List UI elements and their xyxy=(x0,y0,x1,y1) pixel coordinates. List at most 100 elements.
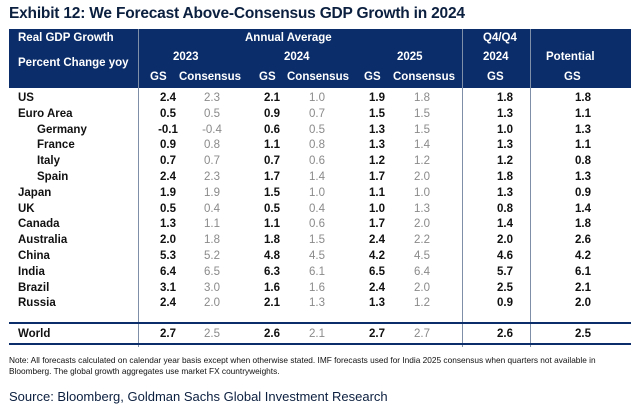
country-label: Spain xyxy=(37,170,69,183)
table-row: France 0.9 0.8 1.1 0.8 1.3 1.4 1.3 1.1 xyxy=(9,137,631,153)
cell-potential: 6.1 xyxy=(575,265,591,278)
table-row: India 6.4 6.5 6.3 6.1 6.5 6.4 5.7 6.1 xyxy=(9,264,631,280)
cell-gs-2025: 1.7 xyxy=(369,170,385,183)
cell-q4-2024: 1.8 xyxy=(497,170,513,183)
world-consensus-2025: 2.7 xyxy=(414,328,430,340)
cell-gs-2025: 1.7 xyxy=(369,218,385,231)
country-label: Canada xyxy=(18,218,60,231)
cell-gs-2025: 1.3 xyxy=(369,123,385,136)
cell-consensus-2025: 1.8 xyxy=(414,92,430,104)
world-gs-2023: 2.7 xyxy=(160,328,176,340)
cell-consensus-2024: 1.6 xyxy=(309,281,325,294)
cell-gs-2025: 1.3 xyxy=(369,297,385,310)
cell-consensus-2023: 0.4 xyxy=(204,202,220,215)
cell-consensus-2025: 2.2 xyxy=(414,234,430,247)
cell-consensus-2025: 1.0 xyxy=(414,186,430,199)
header-year-2023: 2023 xyxy=(173,51,199,63)
cell-consensus-2023: 6.5 xyxy=(204,265,220,278)
header-gs-2024: GS xyxy=(259,71,276,83)
cell-gs-2025: 2.4 xyxy=(369,234,385,247)
table-header: Real GDP Growth Percent Change yoy Annua… xyxy=(9,29,631,88)
country-label: Japan xyxy=(18,186,52,199)
cell-consensus-2024: 0.5 xyxy=(309,123,325,136)
country-label: Australia xyxy=(18,234,68,247)
cell-potential: 2.1 xyxy=(575,281,591,294)
world-separator-bottom xyxy=(9,343,631,345)
header-gs-potential: GS xyxy=(564,71,581,83)
cell-gs-2024: 6.3 xyxy=(264,265,280,278)
table-row: Italy 0.7 0.7 0.7 0.6 1.2 1.2 1.2 0.8 xyxy=(9,153,631,169)
header-potential: Potential xyxy=(546,51,595,63)
cell-potential: 2.0 xyxy=(575,297,591,310)
cell-gs-2023: 2.4 xyxy=(160,297,176,310)
cell-gs-2024: 0.7 xyxy=(264,155,280,168)
cell-consensus-2025: 1.5 xyxy=(414,107,430,120)
cell-consensus-2024: 0.4 xyxy=(309,202,325,215)
cell-q4-2024: 2.0 xyxy=(497,234,513,247)
cell-consensus-2024: 1.0 xyxy=(309,186,325,199)
cell-gs-2023: 2.0 xyxy=(160,234,176,247)
cell-gs-2023: 3.1 xyxy=(160,281,176,294)
cell-consensus-2024: 0.6 xyxy=(309,218,325,231)
cell-consensus-2023: 2.3 xyxy=(204,92,220,104)
country-label: Italy xyxy=(37,155,61,168)
cell-q4-2024: 0.9 xyxy=(497,297,513,310)
world-potential: 2.5 xyxy=(575,328,591,340)
cell-gs-2023: 0.5 xyxy=(160,202,176,215)
cell-consensus-2024: 0.6 xyxy=(309,155,325,168)
cell-q4-2024: 1.3 xyxy=(497,139,513,152)
cell-potential: 1.1 xyxy=(575,139,591,152)
cell-gs-2024: 1.6 xyxy=(264,281,280,294)
cell-consensus-2023: -0.4 xyxy=(202,123,222,136)
cell-gs-2024: 0.5 xyxy=(264,202,280,215)
header-year-q4-2024: 2024 xyxy=(483,51,509,63)
cell-gs-2023: -0.1 xyxy=(158,123,178,136)
cell-gs-2024: 1.5 xyxy=(264,186,280,199)
cell-consensus-2024: 1.5 xyxy=(309,234,325,247)
cell-gs-2023: 1.3 xyxy=(160,218,176,231)
table-body: US 2.4 2.3 2.1 1.0 1.9 1.8 1.8 1.8 Euro Area 0.5 0.… xyxy=(9,90,631,311)
country-label: Brazil xyxy=(18,281,50,294)
cell-consensus-2024: 1.0 xyxy=(309,92,325,104)
cell-consensus-2023: 1.1 xyxy=(204,218,220,231)
cell-gs-2024: 2.1 xyxy=(264,92,280,104)
cell-potential: 0.9 xyxy=(575,186,591,199)
country-label: China xyxy=(18,249,50,262)
country-label: India xyxy=(18,265,45,278)
table-row: Spain 2.4 2.3 1.7 1.4 1.7 2.0 1.8 1.3 xyxy=(9,169,631,185)
cell-consensus-2023: 0.5 xyxy=(204,107,220,120)
cell-consensus-2024: 1.4 xyxy=(309,170,325,183)
cell-consensus-2025: 2.0 xyxy=(414,218,430,231)
header-percent-change-yoy: Percent Change yoy xyxy=(18,57,129,69)
cell-consensus-2025: 1.3 xyxy=(414,202,430,215)
cell-q4-2024: 0.8 xyxy=(497,202,513,215)
cell-q4-2024: 2.5 xyxy=(497,281,513,294)
cell-consensus-2024: 1.3 xyxy=(309,297,325,310)
cell-gs-2023: 0.7 xyxy=(160,155,176,168)
table-row: Japan 1.9 1.9 1.5 1.0 1.1 1.0 1.3 0.9 xyxy=(9,185,631,201)
cell-gs-2025: 1.2 xyxy=(369,155,385,168)
cell-gs-2023: 2.4 xyxy=(160,92,176,104)
cell-gs-2024: 1.8 xyxy=(264,234,280,247)
cell-gs-2025: 4.2 xyxy=(369,249,385,262)
world-separator-top xyxy=(9,322,631,324)
table-row: UK 0.5 0.4 0.5 0.4 1.0 1.3 0.8 1.4 xyxy=(9,201,631,217)
header-year-2025: 2025 xyxy=(397,51,423,63)
header-consensus-2023: Consensus xyxy=(179,71,241,83)
cell-gs-2025: 1.9 xyxy=(369,92,385,104)
world-consensus-2023: 2.5 xyxy=(204,328,220,340)
cell-consensus-2024: 6.1 xyxy=(309,265,325,278)
table-row: China 5.3 5.2 4.8 4.5 4.2 4.5 4.6 4.2 xyxy=(9,248,631,264)
cell-consensus-2024: 0.8 xyxy=(309,139,325,152)
cell-consensus-2025: 1.2 xyxy=(414,155,430,168)
header-consensus-2025: Consensus xyxy=(393,71,455,83)
cell-q4-2024: 4.6 xyxy=(497,249,513,262)
cell-gs-2025: 1.5 xyxy=(369,107,385,120)
world-row: World 2.7 2.5 2.6 2.1 2.7 2.7 2.6 2.5 xyxy=(9,326,631,342)
cell-q4-2024: 5.7 xyxy=(497,265,513,278)
cell-consensus-2023: 2.3 xyxy=(204,170,220,183)
cell-potential: 1.3 xyxy=(575,123,591,136)
header-gs-q4: GS xyxy=(487,71,504,83)
cell-consensus-2025: 1.5 xyxy=(414,123,430,136)
cell-gs-2024: 1.1 xyxy=(264,218,280,231)
